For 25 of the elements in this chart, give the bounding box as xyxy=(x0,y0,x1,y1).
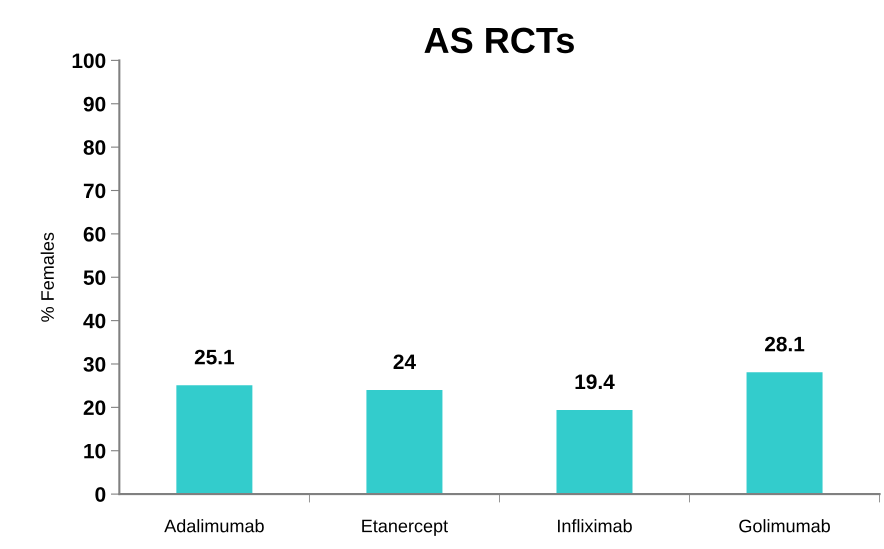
y-tick-label: 60 xyxy=(84,226,106,242)
y-tick-label: 20 xyxy=(84,400,106,416)
chart-title: AS RCTs xyxy=(424,28,574,54)
y-tick-label: 10 xyxy=(84,444,106,458)
y-tick-label: 40 xyxy=(83,314,106,328)
y-tick-label: 30 xyxy=(83,356,106,372)
y-tick-label: 80 xyxy=(84,140,106,155)
y-tick-label: 70 xyxy=(84,184,106,198)
data-label: 19.4 xyxy=(576,374,615,390)
x-tick-label: Etanercept xyxy=(362,520,448,536)
x-tick-label: Infliximab xyxy=(558,519,632,532)
data-label: 24 xyxy=(394,354,416,370)
data-label: 28.1 xyxy=(765,336,804,352)
x-tick-label: Adalimumab xyxy=(164,519,264,532)
y-tick-label: 100 xyxy=(72,53,106,68)
y-axis-title: % Females xyxy=(40,232,54,322)
data-label: 25.1 xyxy=(194,350,234,364)
bar xyxy=(176,385,252,494)
bar xyxy=(746,372,823,494)
bar xyxy=(556,410,632,494)
bar xyxy=(366,390,442,494)
y-tick-label: 0 xyxy=(95,487,106,502)
x-tick-label: Golimumab xyxy=(739,519,830,532)
y-tick-label: 90 xyxy=(84,96,106,112)
y-tick-label: 50 xyxy=(84,270,106,285)
